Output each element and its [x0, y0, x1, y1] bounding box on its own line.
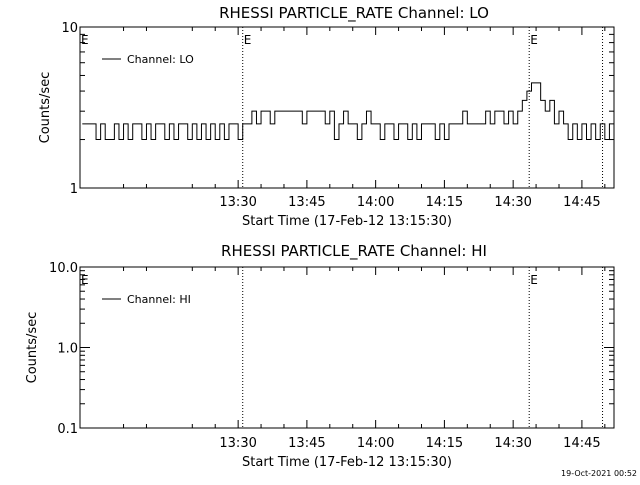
start-marker: E — [81, 33, 89, 47]
x-tick-label: 14:30 — [494, 436, 531, 451]
x-tick-label: 14:00 — [357, 195, 394, 210]
x-tick-label: 14:15 — [426, 436, 463, 451]
legend-label: Channel: LO — [127, 53, 194, 66]
x-tick-label: 14:15 — [426, 195, 463, 210]
y-tick-label: 10.0 — [49, 261, 78, 276]
plot-frame — [79, 266, 615, 429]
plot-frame — [79, 26, 615, 189]
y-tick-label: 1 — [70, 182, 78, 197]
series-line — [82, 82, 614, 141]
x-tick-label: 13:30 — [219, 195, 256, 210]
timestamp-label: 19-Oct-2021 00:52 — [561, 469, 637, 478]
x-tick-label: 14:45 — [563, 436, 600, 451]
y-axis-label: Counts/sec — [38, 72, 53, 144]
event-label: E — [530, 33, 538, 47]
x-axis-label: Start Time (17-Feb-12 13:15:30) — [242, 214, 452, 229]
chart-title: RHESSI PARTICLE_RATE Channel: HI — [221, 242, 487, 261]
event-label: E — [244, 33, 252, 47]
start-marker: E — [81, 273, 89, 287]
legend-label: Channel: HI — [127, 293, 191, 306]
y-axis-label: Counts/sec — [25, 312, 40, 384]
x-tick-label: 13:45 — [288, 195, 325, 210]
x-tick-label: 13:45 — [288, 436, 325, 451]
x-axis-label: Start Time (17-Feb-12 13:15:30) — [242, 455, 452, 470]
chart-title: RHESSI PARTICLE_RATE Channel: LO — [219, 4, 489, 23]
y-tick-label: 1.0 — [57, 342, 78, 357]
y-tick-label: 0.1 — [57, 422, 78, 437]
x-tick-label: 13:30 — [219, 436, 256, 451]
x-tick-label: 14:00 — [357, 436, 394, 451]
x-tick-label: 14:45 — [563, 195, 600, 210]
event-label: E — [530, 273, 538, 287]
x-tick-label: 14:30 — [494, 195, 531, 210]
y-tick-label: 10 — [61, 21, 78, 36]
